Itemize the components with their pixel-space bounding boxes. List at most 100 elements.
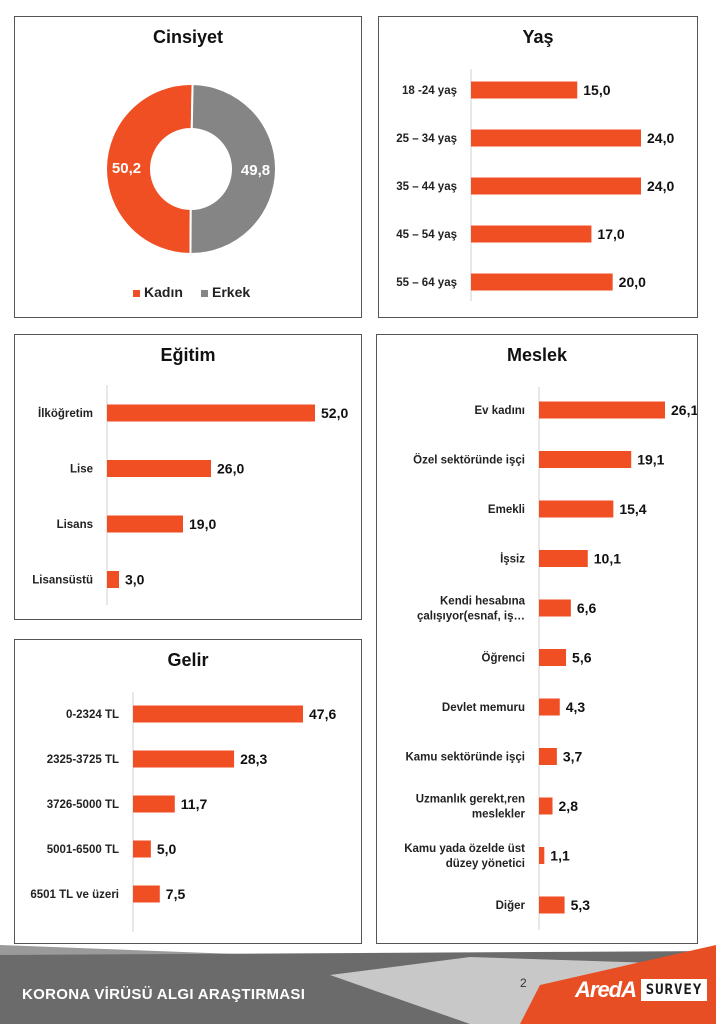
bar-value-label: 1,1 xyxy=(550,848,570,864)
legend-label: Kadın xyxy=(144,284,183,300)
bar-value-label: 2,8 xyxy=(559,798,579,814)
areda-survey-logo: AredA SURVEY xyxy=(565,976,715,1004)
category-label: 3726-5000 TL xyxy=(47,799,119,811)
category-label: 5001-6500 TL xyxy=(47,844,119,856)
meslek-chart: 26,1 Ev kadını 19,1 Özel sektöründe işçi 15,… xyxy=(404,387,697,930)
category-label: Emekli xyxy=(488,504,525,516)
yas-panel: Yaş 15,0 18 -24 yaş 24,0 25 – 34 yaş 24,0 35 … xyxy=(378,16,698,318)
category-label: Diğer xyxy=(496,900,526,912)
bar-value-label: 26,1 xyxy=(671,402,697,418)
category-label: Kamu yada özelde üst xyxy=(404,843,525,855)
category-label: Kamu sektöründe işçi xyxy=(405,752,525,764)
bar xyxy=(133,885,160,903)
yas-chart: 15,0 18 -24 yaş 24,0 25 – 34 yaş 24,0 35 – 44… xyxy=(396,69,674,301)
category-label: 6501 TL ve üzeri xyxy=(30,889,119,901)
bar xyxy=(133,840,151,858)
pie-slice-2 xyxy=(189,82,277,255)
footer-title: KORONA VİRÜSÜ ALGI ARAŞTIRMASI xyxy=(22,986,306,1003)
category-label: Lise xyxy=(70,464,93,476)
category-label: Kendi hesabına xyxy=(440,596,526,608)
bar xyxy=(471,273,613,291)
bar xyxy=(539,847,545,864)
bar xyxy=(107,571,119,588)
category-label: meslekler xyxy=(472,809,526,821)
page-number: 2 xyxy=(520,976,527,990)
bar-value-label: 47,6 xyxy=(309,706,336,722)
bar xyxy=(107,404,315,422)
category-label: İlköğretim xyxy=(38,407,93,420)
bar xyxy=(471,177,641,195)
bar-value-label: 19,0 xyxy=(189,516,216,532)
cinsiyet-title: Cinsiyet xyxy=(152,27,224,47)
logo-survey-badge: SURVEY xyxy=(641,979,707,1001)
cinsiyet-chart: 50,2 49,8 Kadın Erkek xyxy=(105,82,277,300)
category-label: 25 – 34 yaş xyxy=(396,133,457,145)
pie-slice-1 xyxy=(105,83,194,256)
category-label: 0-2324 TL xyxy=(66,709,119,721)
bar xyxy=(539,748,557,765)
bar-value-label: 15,0 xyxy=(583,82,610,98)
category-label: 2325-3725 TL xyxy=(47,754,119,766)
bar xyxy=(539,698,560,716)
category-label: 55 – 64 yaş xyxy=(396,277,457,289)
logo-areda-text: AredA xyxy=(575,977,637,1002)
bar-value-label: 19,1 xyxy=(637,452,664,468)
category-label: Lisans xyxy=(57,519,93,531)
bar xyxy=(133,705,303,723)
bar xyxy=(539,500,614,518)
bar xyxy=(539,401,665,419)
egitim-chart: 52,0 İlköğretim 26,0 Lise 19,0 Lisans 3,0 Lisan… xyxy=(32,385,348,605)
category-label: 18 -24 yaş xyxy=(402,85,457,97)
yas-title: Yaş xyxy=(522,27,554,47)
bar xyxy=(539,896,565,914)
bar xyxy=(107,515,183,533)
meslek-panel: Meslek 26,1 Ev kadını 19,1 Özel sektöründe … xyxy=(376,334,698,944)
bar-value-label: 4,3 xyxy=(566,699,586,715)
pie-value-label: 49,8 xyxy=(241,162,270,179)
bar-value-label: 10,1 xyxy=(594,551,621,567)
bar-value-label: 15,4 xyxy=(619,501,646,517)
category-label: İşsiz xyxy=(500,553,525,566)
bar-value-label: 28,3 xyxy=(240,751,267,767)
legend-swatch xyxy=(201,290,208,297)
bar-value-label: 11,7 xyxy=(181,796,208,812)
category-label: Ev kadını xyxy=(475,405,526,417)
bar-value-label: 5,0 xyxy=(157,841,177,857)
bar xyxy=(539,649,567,666)
footer-band xyxy=(0,945,716,1024)
pie-value-label: 50,2 xyxy=(112,160,141,177)
bar xyxy=(539,599,571,617)
bar-value-label: 7,5 xyxy=(166,886,186,902)
gelir-chart: 47,6 0-2324 TL 28,3 2325-3725 TL 11,7 3726-50… xyxy=(30,692,336,932)
bar-value-label: 52,0 xyxy=(321,405,348,421)
legend-label: Erkek xyxy=(212,284,250,300)
legend-swatch xyxy=(133,290,140,297)
bar xyxy=(133,750,235,768)
meslek-title: Meslek xyxy=(506,345,568,365)
egitim-title: Eğitim xyxy=(160,345,216,365)
bar xyxy=(471,81,578,99)
bar xyxy=(539,797,553,815)
bar-value-label: 17,0 xyxy=(597,226,624,242)
bar-value-label: 3,7 xyxy=(563,749,583,765)
bar xyxy=(539,550,588,567)
bar xyxy=(471,225,592,243)
category-label: Uzmanlık gerekt,ren xyxy=(416,794,525,806)
category-label: Devlet memuru xyxy=(442,702,525,714)
bar-value-label: 24,0 xyxy=(647,178,674,194)
egitim-panel: Eğitim 52,0 İlköğretim 26,0 Lise 19,0 Lisans 3… xyxy=(14,334,362,620)
bar-value-label: 24,0 xyxy=(647,130,674,146)
category-label: Özel sektöründe işçi xyxy=(413,454,525,467)
bar-value-label: 5,3 xyxy=(571,897,591,913)
cinsiyet-panel: Cinsiyet 50,2 49,8 Kadın Erkek xyxy=(14,16,362,318)
category-label: düzey yönetici xyxy=(446,858,525,870)
bar xyxy=(133,795,175,813)
bar-value-label: 6,6 xyxy=(577,600,597,616)
category-label: 45 – 54 yaş xyxy=(396,229,457,241)
bar-value-label: 20,0 xyxy=(619,274,646,290)
category-label: Öğrenci xyxy=(482,652,525,665)
gelir-panel: Gelir 47,6 0-2324 TL 28,3 2325-3725 TL 11,7 3… xyxy=(14,639,362,944)
bar xyxy=(471,129,641,147)
category-label: 35 – 44 yaş xyxy=(396,181,457,193)
gelir-title: Gelir xyxy=(167,650,209,670)
